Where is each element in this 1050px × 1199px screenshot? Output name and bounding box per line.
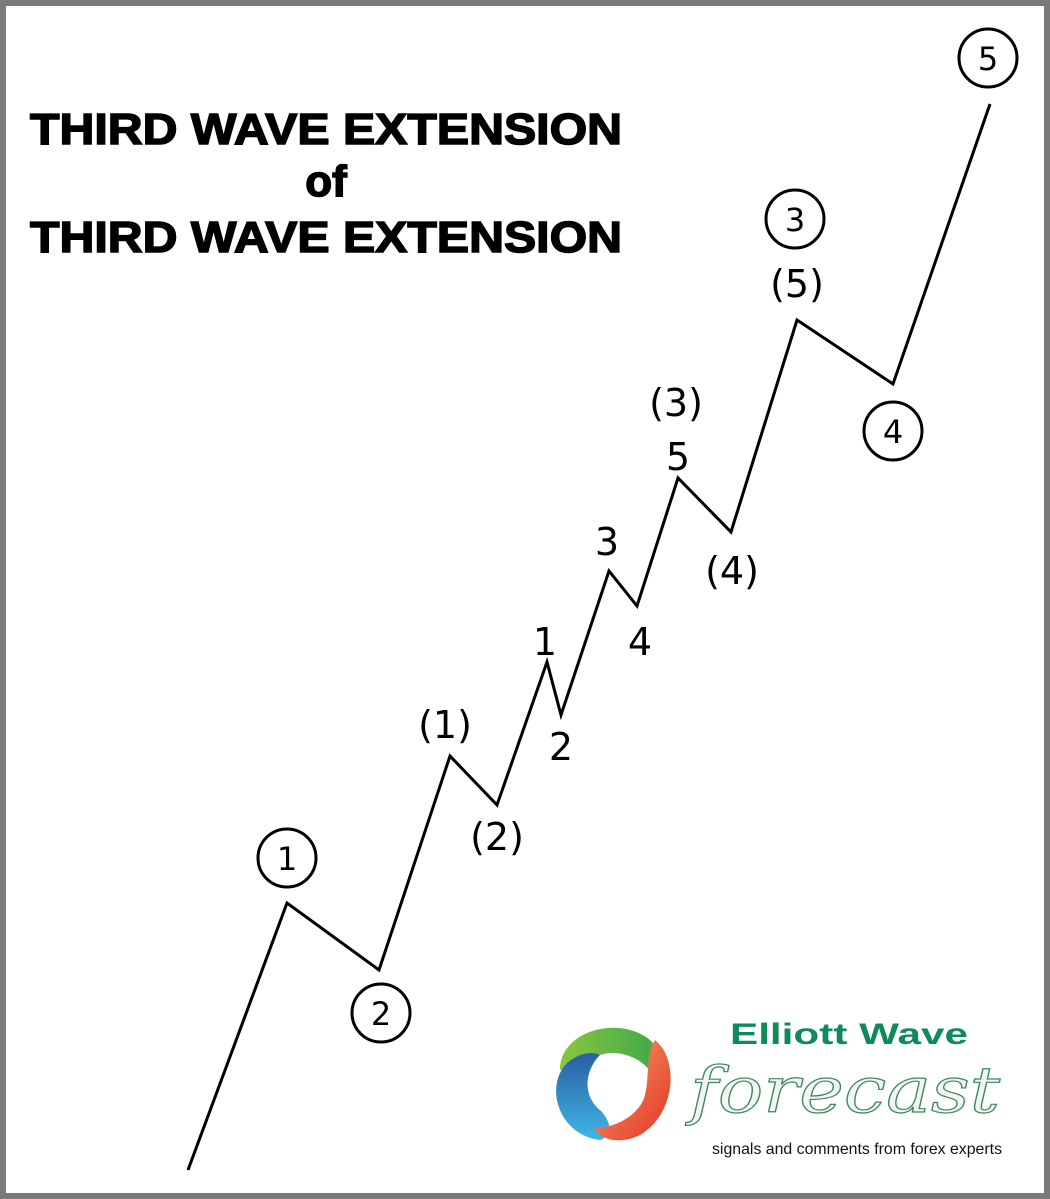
circled-label-3: 3 [764, 188, 826, 250]
title-line-1: THIRD WAVE EXTENSION [30, 105, 622, 154]
circled-label-1: 1 [256, 827, 318, 889]
svg-text:5: 5 [978, 40, 998, 78]
title-line-3: THIRD WAVE EXTENSION [30, 213, 622, 262]
elliott-wave-forecast-logo: Elliott Wave forecast signals and commen… [556, 1018, 1002, 1158]
label-paren-2: (2) [470, 815, 524, 859]
svg-text:2: 2 [371, 995, 391, 1033]
label-minor-2: 2 [549, 725, 573, 769]
label-minor-5: 5 [666, 435, 690, 479]
label-minor-1: 1 [533, 620, 557, 664]
wave-path [186, 103, 992, 1171]
svg-text:4: 4 [883, 413, 903, 451]
logo-forecast-word: forecast [685, 1054, 1000, 1128]
logo-brand: Elliott Wave [730, 1018, 968, 1051]
circled-label-2: 2 [350, 982, 412, 1044]
svg-text:3: 3 [785, 201, 805, 239]
circled-label-5: 5 [957, 27, 1019, 89]
swirl-logo-icon [556, 1027, 671, 1141]
circled-label-4: 4 [862, 400, 924, 462]
label-paren-3: (3) [649, 381, 703, 425]
logo-tagline: signals and comments from forex experts [712, 1141, 1002, 1158]
label-paren-4: (4) [705, 549, 759, 593]
svg-text:1: 1 [277, 840, 297, 878]
label-paren-5: (5) [770, 262, 824, 306]
label-minor-4: 4 [628, 620, 652, 664]
label-minor-3: 3 [595, 520, 619, 564]
title-line-2: of [305, 157, 347, 206]
label-paren-1: (1) [418, 703, 472, 747]
